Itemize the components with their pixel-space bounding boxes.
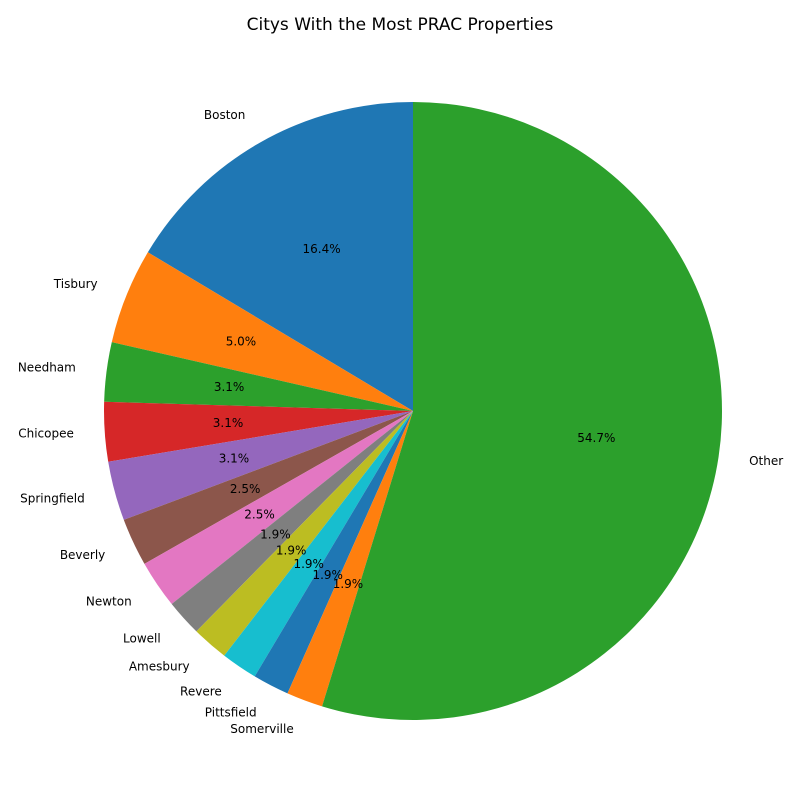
slice-label-somerville: Somerville bbox=[230, 722, 293, 736]
chart-title: Citys With the Most PRAC Properties bbox=[247, 15, 554, 35]
pie-slice-tisbury bbox=[111, 252, 413, 411]
pie-slices bbox=[103, 102, 723, 721]
slice-label-beverly: Beverly bbox=[60, 548, 105, 562]
slice-labels: Boston Tisbury Needham Chicopee Springfield B… bbox=[18, 108, 783, 736]
pct-label-lowell: 1.9% bbox=[260, 528, 291, 542]
pct-label-chicopee: 3.1% bbox=[213, 416, 244, 430]
pct-label-other: 54.7% bbox=[577, 431, 615, 445]
pie-slice-chicopee bbox=[103, 401, 413, 462]
pie-slice-springfield bbox=[108, 411, 414, 520]
pie-slice-boston bbox=[147, 102, 413, 411]
slice-label-revere: Revere bbox=[180, 685, 222, 699]
pct-label-amesbury: 1.9% bbox=[276, 543, 307, 557]
slice-label-needham: Needham bbox=[18, 360, 76, 374]
pie-slice-newton bbox=[144, 411, 413, 604]
pie-slice-lowell bbox=[171, 411, 413, 632]
pie-slice-needham bbox=[104, 342, 414, 411]
slice-label-springfield: Springfield bbox=[20, 492, 85, 506]
slice-label-pittsfield: Pittsfield bbox=[205, 705, 257, 719]
pie-slice-somerville bbox=[287, 411, 413, 707]
percentage-labels: 16.4%5.0%3.1%3.1%3.1%2.5%2.5%1.9%1.9%1.9… bbox=[213, 242, 616, 591]
pct-label-springfield: 3.1% bbox=[219, 452, 250, 466]
pct-label-newton: 2.5% bbox=[244, 508, 275, 522]
slice-label-amesbury: Amesbury bbox=[129, 660, 190, 674]
pie-slice-beverly bbox=[123, 411, 413, 564]
slice-label-chicopee: Chicopee bbox=[18, 426, 74, 440]
pie-slice-revere bbox=[224, 411, 413, 677]
pct-label-needham: 3.1% bbox=[214, 380, 245, 394]
pct-label-beverly: 2.5% bbox=[230, 482, 261, 496]
slice-label-other: Other bbox=[749, 454, 783, 468]
slice-label-lowell: Lowell bbox=[123, 631, 161, 645]
pie-slice-pittsfield bbox=[254, 411, 413, 694]
slice-label-newton: Newton bbox=[86, 594, 132, 608]
pct-label-somerville: 1.9% bbox=[333, 577, 364, 591]
pie-slice-amesbury bbox=[196, 411, 413, 656]
slice-label-tisbury: Tisbury bbox=[53, 277, 98, 291]
pct-label-tisbury: 5.0% bbox=[226, 334, 257, 348]
pct-label-pittsfield: 1.9% bbox=[312, 568, 343, 582]
pct-label-boston: 16.4% bbox=[303, 242, 341, 256]
pie-slice-other bbox=[322, 102, 723, 721]
slice-label-boston: Boston bbox=[204, 108, 245, 122]
pct-label-revere: 1.9% bbox=[293, 557, 324, 571]
